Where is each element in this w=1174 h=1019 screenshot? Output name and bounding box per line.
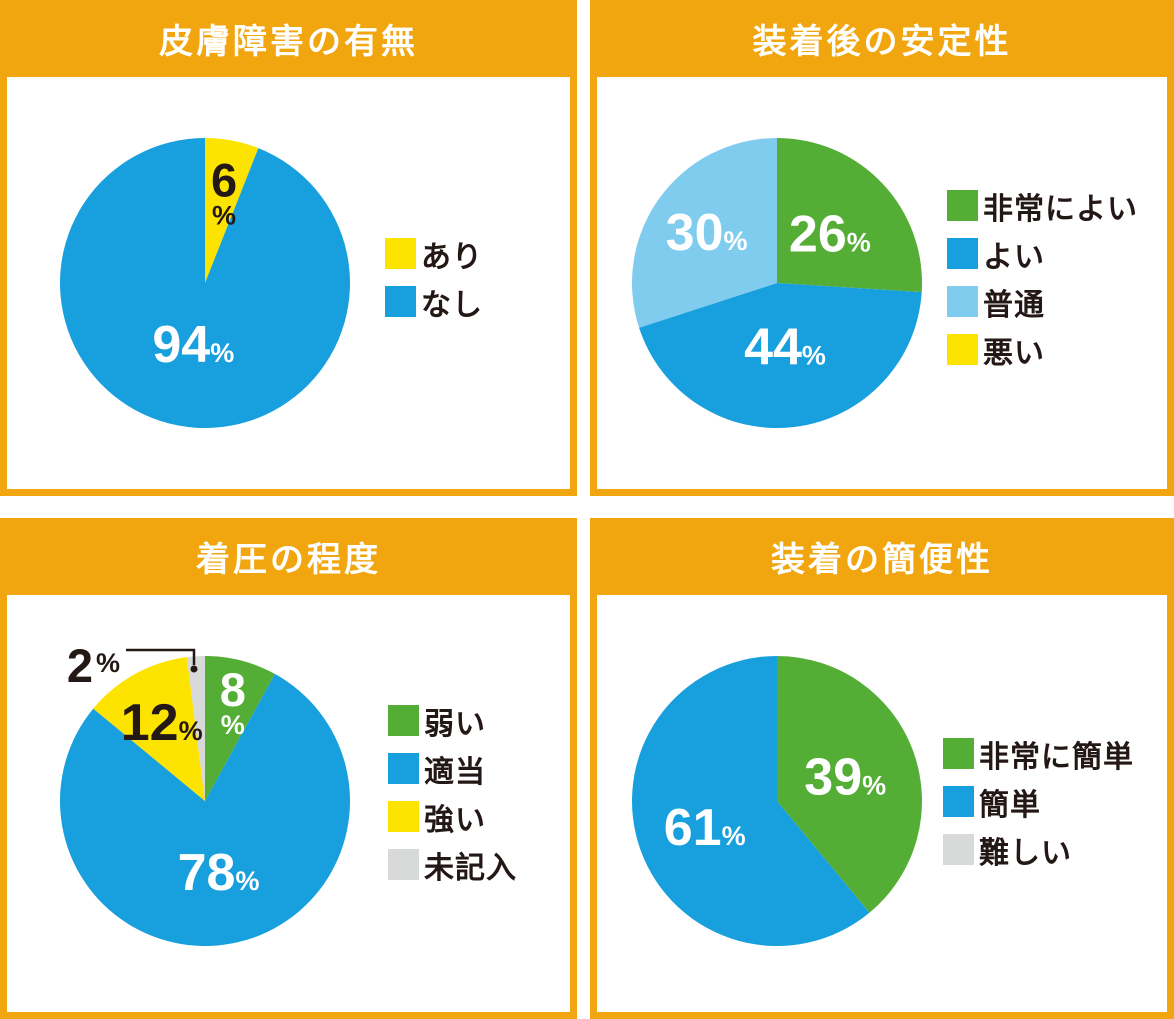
slice-value-label: 12% — [121, 694, 203, 752]
legend-swatch — [385, 238, 416, 269]
panel-skin-damage: 皮膚障害の有無 6% 94% ありなし — [0, 0, 577, 496]
chart-legend: 非常に簡単簡単難しい — [943, 738, 1134, 870]
slice-value-label: 30% — [666, 204, 748, 262]
pie-slice — [632, 656, 870, 946]
callout-line — [126, 648, 196, 665]
legend-label: なし — [421, 288, 483, 322]
slice-unit-label: % — [212, 200, 236, 230]
slice-value-label: 94% — [152, 316, 234, 374]
legend-label: あり — [421, 240, 483, 274]
legend-item: 非常に簡単 — [943, 738, 1134, 774]
pie-chart-skin-damage: 6% 94% — [60, 137, 351, 428]
legend-swatch — [388, 849, 419, 880]
pie-slice — [59, 673, 351, 947]
legend-item: 非常によい — [947, 190, 1138, 226]
legend-label: 強い — [424, 803, 486, 837]
panel-header: 皮膚障害の有無 — [0, 0, 577, 77]
panel-header: 着圧の程度 — [0, 518, 577, 595]
slice-unit-label: % — [96, 648, 120, 678]
pie-slice — [632, 138, 777, 328]
legend-swatch — [388, 705, 419, 736]
slice-value-label: 6 — [211, 153, 237, 206]
legend-item: 簡単 — [943, 786, 1134, 822]
legend-label: 非常に簡単 — [979, 740, 1134, 774]
panel-header: 装着の簡便性 — [590, 518, 1174, 595]
legend-label: 普通 — [983, 288, 1045, 322]
pie-chart-ease: 39% 61% — [632, 656, 922, 946]
legend-item: よい — [947, 238, 1138, 274]
pie-slice — [777, 138, 922, 293]
legend-swatch — [388, 753, 419, 784]
panel-post-wear-stability: 装着後の安定性 26% 44% 30% 非常によいよい普通悪い — [590, 0, 1174, 496]
panel-wearing-ease: 装着の簡便性 39% 61% 非常に簡単簡単難しい — [590, 518, 1174, 1019]
legend-item: 普通 — [947, 286, 1138, 322]
pie-chart-stability: 26% 44% 30% — [632, 138, 922, 428]
legend-swatch — [388, 801, 419, 832]
pie-slice — [186, 656, 205, 801]
legend-label: 簡単 — [979, 788, 1041, 822]
slice-value-label: 44% — [744, 318, 826, 376]
chart-title: 装着後の安定性 — [752, 23, 1012, 61]
legend-swatch — [943, 786, 974, 817]
chart-legend: あり なし — [385, 238, 483, 322]
legend-swatch — [943, 834, 974, 865]
slice-value-label: 39% — [804, 748, 886, 806]
pie-slice — [93, 657, 205, 801]
legend-label: 難しい — [979, 836, 1072, 870]
panel-compression-level: 着圧の程度 8% 78% 12% 2% 弱い適当強い未記入 — [0, 518, 577, 1019]
legend-item: 難しい — [943, 834, 1134, 870]
legend-label: よい — [983, 240, 1045, 274]
slice-value-label: 78% — [178, 844, 260, 902]
legend-item: 適当 — [388, 753, 517, 789]
pie-slice — [639, 283, 922, 428]
slice-value-label: 26% — [789, 205, 871, 263]
legend-swatch — [947, 286, 978, 317]
pie-slice — [205, 138, 259, 283]
chart-legend: 弱い 適当 強い 未記入 — [388, 705, 517, 885]
pie-chart-compression: 8% 78% 12% 2% — [59, 639, 351, 947]
legend-label: 非常によい — [983, 192, 1138, 226]
legend-swatch — [947, 334, 978, 365]
legend-label: 悪い — [983, 336, 1045, 370]
callout-dot — [190, 665, 198, 673]
legend-item: 強い — [388, 801, 517, 837]
slice-value-label: 61% — [664, 799, 746, 857]
pie-slice — [205, 656, 275, 801]
legend-swatch — [385, 286, 416, 317]
legend-label: 未記入 — [424, 851, 517, 885]
pie-slice — [777, 656, 922, 913]
chart-legend: 非常によいよい普通悪い — [947, 190, 1138, 370]
legend-item: 弱い — [388, 705, 517, 741]
legend-swatch — [947, 238, 978, 269]
chart-title: 着圧の程度 — [196, 541, 381, 579]
legend-item: 未記入 — [388, 849, 517, 885]
legend-swatch — [943, 738, 974, 769]
pie-slice — [60, 137, 351, 428]
slice-value-label: 8 — [220, 663, 246, 716]
legend-item: あり — [385, 238, 483, 274]
slice-unit-label: % — [221, 710, 245, 740]
legend-item: 悪い — [947, 334, 1138, 370]
slice-value-label: 2 — [67, 639, 93, 692]
panel-header: 装着後の安定性 — [590, 0, 1174, 77]
chart-title: 装着の簡便性 — [771, 541, 993, 579]
legend-label: 弱い — [424, 707, 486, 741]
legend-label: 適当 — [424, 755, 486, 789]
legend-item: なし — [385, 286, 483, 322]
chart-title: 皮膚障害の有無 — [159, 23, 418, 61]
legend-swatch — [947, 190, 978, 221]
